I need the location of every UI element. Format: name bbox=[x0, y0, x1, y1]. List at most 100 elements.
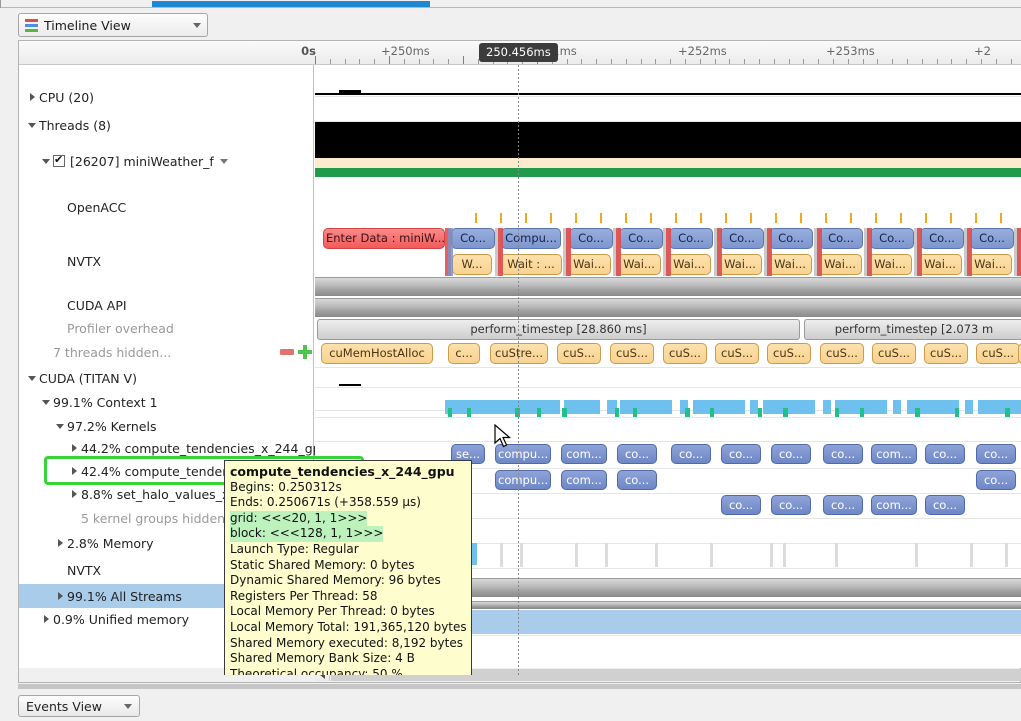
tree-expand-toggle[interactable] bbox=[67, 444, 81, 452]
tree-expand-toggle[interactable] bbox=[53, 592, 67, 600]
kernel-chip[interactable]: co... bbox=[671, 444, 711, 464]
tree-collapse-toggle[interactable] bbox=[25, 122, 39, 128]
openacc-event-chip[interactable]: Co... bbox=[669, 228, 713, 249]
openacc-wait-chip[interactable]: Wai... bbox=[918, 254, 962, 275]
openacc-event-chip[interactable]: Compu... bbox=[501, 228, 561, 249]
kernel-x-track[interactable]: compu... com... co... co... bbox=[315, 469, 1021, 493]
kernel-chip[interactable]: co... bbox=[823, 444, 863, 464]
openacc-wait-chip[interactable]: Wait : ... bbox=[500, 254, 562, 275]
kernels-summary-track[interactable]: se... compu... com... co... co... co... co... c… bbox=[315, 443, 1021, 467]
openacc-wait-chip[interactable]: Wai... bbox=[617, 254, 661, 275]
tree-collapse-toggle[interactable] bbox=[39, 399, 53, 405]
cuda-api-chip[interactable]: cuS... bbox=[872, 343, 916, 364]
cuda-api-track[interactable]: cuMemHostAlloc c... cuStre... cuS... cuS... c… bbox=[315, 342, 1021, 366]
active-tab-indicator[interactable] bbox=[152, 1, 430, 7]
tree-item-profiler-overhead[interactable]: Profiler overhead bbox=[19, 316, 314, 340]
openacc-wait-chip[interactable]: Wai... bbox=[667, 254, 711, 275]
tree-item-99-1-context-1[interactable]: 99.1% Context 1 bbox=[19, 390, 314, 414]
tree-item-threads-8[interactable]: Threads (8) bbox=[19, 113, 314, 137]
tree-item-cuda-api[interactable]: CUDA API bbox=[19, 293, 314, 317]
cuda-api-chip[interactable]: c... bbox=[448, 343, 480, 364]
tree-item-26207-miniweather-f[interactable]: [26207] miniWeather_f bbox=[19, 149, 314, 173]
kernel-chip[interactable]: com... bbox=[561, 444, 607, 464]
horizontal-scrollbar[interactable] bbox=[18, 668, 1021, 683]
cuda-api-chip[interactable]: cuS... bbox=[924, 343, 968, 364]
tree-expand-toggle[interactable] bbox=[67, 490, 81, 498]
tree-item-nvtx[interactable]: NVTX bbox=[19, 249, 314, 273]
tree-item-0-9-unified-memory[interactable]: 0.9% Unified memory bbox=[19, 607, 314, 631]
cuda-api-chip[interactable]: cuMemHostAlloc bbox=[321, 343, 433, 364]
openacc-wait-chip[interactable]: Wai... bbox=[567, 254, 611, 275]
cuda-api-chip[interactable]: cuS... bbox=[767, 343, 811, 364]
nvtx-range-bar[interactable]: perform_timestep [2.073 m bbox=[804, 319, 1021, 340]
openacc-event-chip[interactable]: Co... bbox=[819, 228, 863, 249]
scrollbar-thumb[interactable] bbox=[331, 669, 1021, 681]
tree-item-cuda-titan-v[interactable]: CUDA (TITAN V) bbox=[19, 366, 314, 390]
openacc-event-chip[interactable]: Co... bbox=[451, 228, 495, 249]
openacc-track[interactable]: Enter Data : miniW... Co... Compu... Co... C… bbox=[315, 227, 1021, 251]
cuda-api-chip[interactable]: cuS... bbox=[557, 343, 601, 364]
cuda-api-chip[interactable]: cuS... bbox=[663, 343, 707, 364]
kernel-chip[interactable]: co... bbox=[771, 444, 811, 464]
openacc-event-chip[interactable]: Co... bbox=[920, 228, 964, 249]
tree-expand-toggle[interactable] bbox=[25, 93, 39, 101]
tree-collapse-toggle[interactable] bbox=[39, 158, 53, 164]
openacc-wait-chip[interactable]: Wai... bbox=[718, 254, 762, 275]
cuda-api-chip[interactable]: cuS... bbox=[610, 343, 654, 364]
thread-visible-checkbox[interactable] bbox=[53, 153, 65, 167]
show-hide-rows-controls[interactable] bbox=[280, 345, 314, 359]
cuda-api-chip[interactable]: cuS... bbox=[976, 343, 1020, 364]
tree-item-openacc[interactable]: OpenACC bbox=[19, 195, 314, 219]
openacc-event-chip[interactable]: Co... bbox=[769, 228, 813, 249]
nvtx-timestep-track[interactable]: perform_timestep [28.860 ms] perform_time… bbox=[315, 318, 1021, 342]
cuda-api-chip[interactable]: cuS... bbox=[820, 343, 864, 364]
tree-collapse-toggle[interactable] bbox=[53, 423, 67, 429]
kernel-x-chip[interactable]: co... bbox=[617, 470, 657, 490]
openacc-wait-chip[interactable]: Wai... bbox=[768, 254, 812, 275]
openacc-wait-track[interactable]: W... Wait : ... Wai... Wai... Wai... Wai... Wa… bbox=[315, 253, 1021, 277]
thread-context-menu-icon[interactable] bbox=[219, 158, 228, 164]
events-view-selector[interactable]: Events View bbox=[18, 695, 140, 717]
tree-item-2-8-memory[interactable]: 2.8% Memory bbox=[19, 531, 314, 555]
kernel-z-chip[interactable]: co... bbox=[925, 495, 965, 515]
tree-collapse-toggle[interactable] bbox=[25, 375, 39, 381]
openacc-wait-chip[interactable]: Wai... bbox=[818, 254, 862, 275]
kernel-z-track[interactable]: co... co... co... com... co... bbox=[315, 494, 1021, 518]
kernel-chip[interactable]: co... bbox=[976, 444, 1016, 464]
nvtx-range-bar[interactable]: perform_timestep [28.860 ms] bbox=[317, 319, 800, 340]
openacc-event-chip[interactable]: Co... bbox=[720, 228, 764, 249]
openacc-wait-chip[interactable]: W... bbox=[452, 254, 492, 275]
tree-item-cpu-20[interactable]: CPU (20) bbox=[19, 85, 314, 109]
kernel-chip[interactable]: compu... bbox=[495, 444, 551, 464]
kernel-x-chip[interactable]: compu... bbox=[495, 470, 551, 490]
openacc-wait-chip[interactable]: Wai... bbox=[868, 254, 912, 275]
kernel-x-chip[interactable]: com... bbox=[561, 470, 607, 490]
show-rows-icon[interactable] bbox=[298, 345, 312, 359]
kernel-chip[interactable]: com... bbox=[871, 444, 917, 464]
view-selector[interactable]: Timeline View bbox=[18, 13, 208, 37]
kernel-chip[interactable]: co... bbox=[721, 444, 761, 464]
kernel-z-chip[interactable]: co... bbox=[721, 495, 761, 515]
kernel-z-chip[interactable]: com... bbox=[871, 495, 917, 515]
tree-item-7-threads-hidden[interactable]: 7 threads hidden... bbox=[19, 340, 314, 364]
hide-rows-icon[interactable] bbox=[280, 349, 294, 355]
openacc-event-chip[interactable]: Enter Data : miniW... bbox=[323, 228, 445, 249]
tree-item-97-2-kernels[interactable]: 97.2% Kernels bbox=[19, 414, 314, 438]
openacc-event-chip[interactable]: Co... bbox=[619, 228, 663, 249]
cuda-api-chip[interactable]: cuStre... bbox=[490, 343, 548, 364]
time-ruler[interactable]: 0s +250ms+251ms+252ms+253ms+2 250.456ms bbox=[19, 41, 1021, 65]
tree-expand-toggle[interactable] bbox=[39, 615, 53, 623]
kernel-z-chip[interactable]: co... bbox=[823, 495, 863, 515]
tree-expand-toggle[interactable] bbox=[67, 467, 81, 475]
kernel-z-chip[interactable]: co... bbox=[771, 495, 811, 515]
openacc-wait-chip[interactable]: Wai... bbox=[968, 254, 1012, 275]
kernel-x-chip[interactable]: co... bbox=[976, 470, 1016, 490]
tree-expand-toggle[interactable] bbox=[53, 539, 67, 547]
openacc-event-chip[interactable]: Co... bbox=[569, 228, 613, 249]
openacc-event-chip[interactable]: Co... bbox=[970, 228, 1014, 249]
openacc-event-chip[interactable]: Co... bbox=[870, 228, 914, 249]
cuda-api-chip[interactable]: cuS... bbox=[715, 343, 759, 364]
kernel-chip[interactable]: co... bbox=[617, 444, 657, 464]
tree-item-44-2-compute-tendencies-x-244-gpu[interactable]: 44.2% compute_tendencies_x_244_gpu bbox=[19, 436, 329, 460]
kernel-chip[interactable]: co... bbox=[925, 444, 965, 464]
